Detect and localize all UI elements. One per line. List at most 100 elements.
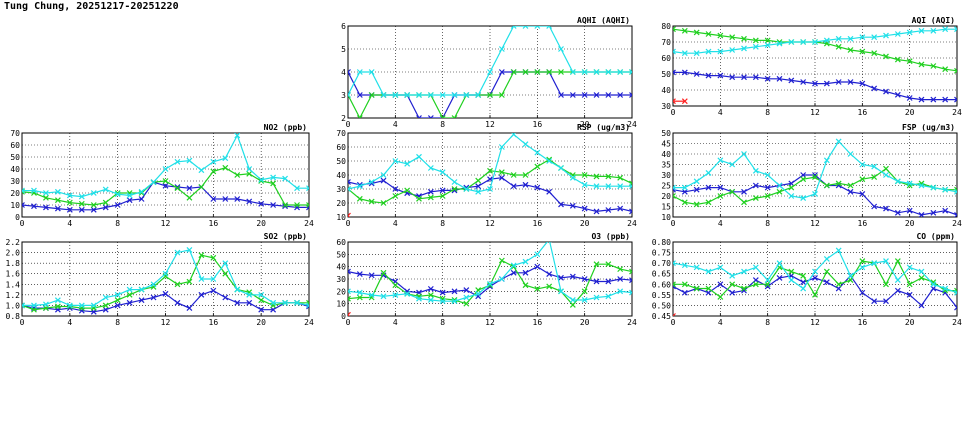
- rsp-point: [348, 212, 351, 217]
- o3-point: [498, 276, 505, 282]
- so2-point: [126, 291, 133, 298]
- aqi-ytick-label: 80: [661, 22, 671, 31]
- co-point: [729, 289, 736, 296]
- rsp-point: [581, 205, 588, 212]
- aqi-point: [942, 26, 949, 33]
- so2-point: [126, 299, 133, 306]
- aqhi-point: [416, 92, 422, 98]
- fsp-point: [954, 188, 957, 195]
- no2-point: [258, 176, 265, 183]
- rsp-xtick-label: 4: [393, 219, 398, 228]
- co-point: [847, 272, 854, 279]
- so2-point: [198, 291, 205, 298]
- rsp-series-2: [348, 133, 632, 195]
- rsp-point: [463, 186, 470, 192]
- o3-point: [510, 269, 517, 276]
- co-series-1: [673, 258, 957, 300]
- aqhi-point: [617, 69, 624, 75]
- so2-ytick-label: 1.4: [6, 280, 21, 289]
- rsp-point: [368, 179, 375, 185]
- o3-point: [534, 263, 541, 270]
- aqi-point: [883, 88, 889, 95]
- rsp-point: [605, 183, 612, 190]
- o3-xtick-label: 12: [485, 318, 495, 327]
- so2-point: [198, 252, 205, 259]
- co-point: [812, 275, 818, 281]
- rsp-point: [629, 183, 632, 190]
- so2-point: [22, 302, 25, 309]
- rsp-point: [522, 141, 529, 148]
- fsp-point: [681, 184, 688, 191]
- co-point: [705, 268, 712, 275]
- rsp-xtick-label: 20: [580, 219, 590, 228]
- aqi-point: [894, 56, 901, 63]
- o3-point: [356, 294, 363, 301]
- aqhi-point: [427, 115, 434, 118]
- o3-point: [629, 277, 632, 284]
- rsp-point: [380, 177, 387, 184]
- fsp-point: [930, 209, 937, 216]
- o3-point: [534, 285, 541, 292]
- fsp-series-0: [673, 172, 957, 217]
- no2-point: [78, 193, 85, 200]
- fsp-point: [883, 165, 889, 172]
- aqi-series-0: [673, 69, 957, 103]
- co-point: [752, 277, 759, 283]
- aqhi-point: [617, 92, 624, 98]
- page-title: Tung Chung, 20251217-20251220: [4, 1, 179, 12]
- rsp-point: [475, 183, 482, 190]
- so2-point: [90, 302, 97, 309]
- o3-point: [629, 289, 632, 296]
- aqhi-point: [558, 69, 564, 75]
- fsp-point: [894, 178, 901, 185]
- no2-xtick-label: 4: [67, 219, 72, 228]
- co-point: [894, 287, 901, 294]
- no2-point: [22, 202, 25, 208]
- rsp-point: [356, 195, 363, 202]
- o3-point: [593, 294, 600, 301]
- so2-point: [222, 294, 229, 301]
- co-point: [930, 279, 937, 286]
- aqhi-point: [404, 92, 411, 98]
- fsp-point: [752, 195, 759, 202]
- no2-ytick-label: 70: [10, 129, 20, 138]
- fsp-xtick-label: 12: [810, 219, 820, 228]
- aqi-point: [705, 72, 712, 79]
- fsp-point: [788, 193, 795, 199]
- fsp-point: [705, 184, 712, 191]
- fsp-point: [717, 184, 724, 191]
- no2-xtick-label: 0: [20, 219, 25, 228]
- aqhi-point: [487, 69, 493, 75]
- fsp-point: [859, 161, 866, 168]
- o3-point: [569, 297, 576, 303]
- so2-ytick-label: 1.6: [6, 270, 21, 279]
- so2-point: [102, 306, 109, 313]
- o3-point: [368, 294, 375, 301]
- aqhi-xtick-label: 8: [440, 120, 445, 129]
- so2-xtick-label: 24: [304, 318, 314, 327]
- fsp-point: [776, 188, 783, 195]
- no2-ytick-label: 60: [10, 141, 20, 150]
- so2-point: [162, 290, 169, 297]
- rsp-point: [348, 179, 351, 185]
- so2-point: [222, 270, 229, 277]
- co-point: [681, 262, 688, 269]
- rsp-point: [510, 133, 517, 138]
- aqi-series-2: [673, 26, 957, 57]
- so2-point: [114, 302, 121, 309]
- so2-point: [78, 302, 85, 309]
- fsp-ytick-label: 20: [661, 192, 671, 201]
- o3-point: [451, 288, 458, 295]
- no2-point: [186, 157, 193, 164]
- o3-point: [368, 272, 375, 279]
- no2-point: [222, 164, 229, 171]
- aqhi-ytick-label: 5: [341, 45, 346, 54]
- aqi-point: [871, 34, 878, 41]
- so2-point: [150, 281, 157, 288]
- so2-point: [270, 299, 277, 306]
- co-point: [681, 289, 688, 296]
- so2-point: [234, 286, 241, 293]
- co-ytick-label: 0.65: [652, 270, 671, 279]
- co-point: [871, 260, 878, 267]
- o3-ytick-label: 20: [336, 287, 346, 296]
